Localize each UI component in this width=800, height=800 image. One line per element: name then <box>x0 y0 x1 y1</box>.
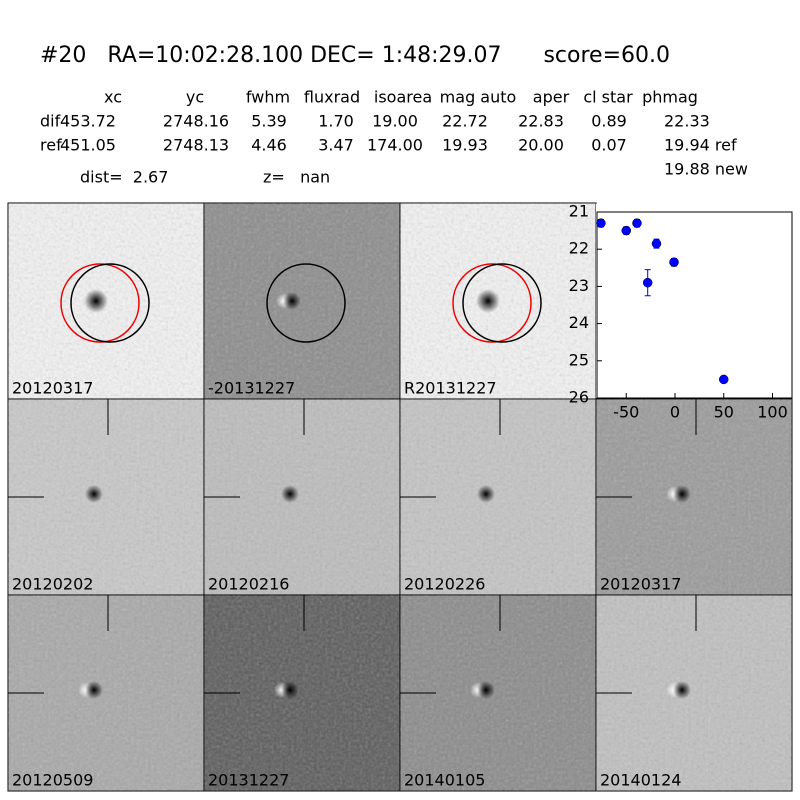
dif-circle <box>462 263 542 343</box>
source <box>476 289 500 313</box>
y-tick-label: 26 <box>569 388 589 407</box>
cell: 19.00 <box>372 112 418 131</box>
x-tick-label: 0 <box>670 403 680 422</box>
cell: 174.00 <box>367 136 423 155</box>
source <box>281 681 299 699</box>
y-tick-label: 24 <box>569 313 589 332</box>
cell: 19.94 ref <box>664 136 737 155</box>
stamp-label: 20120216 <box>208 575 289 594</box>
source <box>281 485 299 503</box>
stamp-label: 20120317 <box>12 379 93 398</box>
cell: 22.83 <box>518 112 564 131</box>
stamp-noise <box>204 203 400 399</box>
column-header: yc <box>186 88 204 107</box>
dif-circle <box>70 263 150 343</box>
light-curve: 21 22 23 24 25 26 -50 0 50 100 <box>569 202 799 422</box>
row-label: dif <box>40 112 61 131</box>
title: #20 RA=10:02:28.100 DEC= 1:48:29.07 scor… <box>40 43 670 68</box>
cell: 19.93 <box>442 136 488 155</box>
column-header: isoarea <box>374 88 432 107</box>
chart-bg <box>596 204 799 398</box>
cell: 0.07 <box>591 136 627 155</box>
source <box>84 289 108 313</box>
cell: 453.72 <box>60 112 116 131</box>
column-header: mag auto <box>440 88 517 107</box>
source <box>85 681 103 699</box>
cell: 3.47 <box>318 136 354 155</box>
data-point <box>596 218 606 228</box>
redshift: z= nan <box>263 168 330 187</box>
data-point <box>642 277 653 288</box>
data-point <box>621 225 631 236</box>
cell: 0.89 <box>591 112 627 131</box>
cell: 2748.16 <box>163 112 229 131</box>
column-header: fwhm <box>246 88 290 107</box>
y-tick-label: 25 <box>569 350 589 369</box>
column-header: fluxrad <box>304 88 360 107</box>
data-point <box>669 257 679 267</box>
column-header: xc <box>104 88 122 107</box>
x-tick-label: -50 <box>613 403 639 422</box>
stamps: 20120317 -20131227 R20131227 20120202 201202… <box>7 202 793 792</box>
data-point <box>651 238 662 249</box>
plot-frame <box>596 211 793 399</box>
stamp-label: R20131227 <box>404 379 497 398</box>
stamp-label: 20120317 <box>600 575 681 594</box>
stamp-label: 20131227 <box>208 771 289 790</box>
source <box>85 485 103 503</box>
data-point <box>719 374 729 385</box>
cell: 22.33 <box>664 112 710 131</box>
source <box>477 485 495 503</box>
y-tick-label: 21 <box>569 202 589 221</box>
dist: dist= 2.67 <box>80 168 168 187</box>
cell: 1.70 <box>318 112 354 131</box>
stamp-label: 20120509 <box>12 771 93 790</box>
column-header: cl star <box>583 88 633 107</box>
ref-circle <box>60 263 140 343</box>
cell: 2748.13 <box>163 136 229 155</box>
x-tick-label: 50 <box>714 403 734 422</box>
cell: 22.72 <box>442 112 488 131</box>
cell: 5.39 <box>251 112 287 131</box>
cell: 451.05 <box>60 136 116 155</box>
source <box>673 485 691 503</box>
stamp-label: 20120202 <box>12 575 93 594</box>
dif-circle <box>266 263 346 343</box>
x-tick-label: 100 <box>757 403 788 422</box>
ref-circle <box>452 263 532 343</box>
stamp-label: 20140105 <box>404 771 485 790</box>
row-label: ref <box>40 136 62 155</box>
cell: 4.46 <box>251 136 287 155</box>
stamp-label: -20131227 <box>208 379 295 398</box>
column-header: aper <box>533 88 570 107</box>
y-tick-label: 23 <box>569 276 589 295</box>
source <box>477 681 495 699</box>
column-header: phmag <box>642 88 698 107</box>
cell: 20.00 <box>518 136 564 155</box>
y-tick-label: 22 <box>569 239 589 258</box>
stamp-label: 20140124 <box>600 771 681 790</box>
source <box>283 292 301 310</box>
source <box>673 681 691 699</box>
stamp-label: 20120226 <box>404 575 485 594</box>
data-point <box>632 218 642 228</box>
extra-mag: 19.88 new <box>664 160 748 179</box>
